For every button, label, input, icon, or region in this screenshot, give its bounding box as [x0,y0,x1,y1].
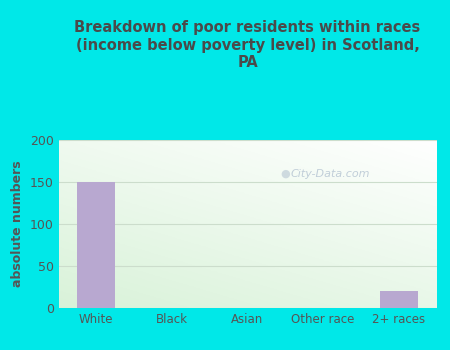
Text: ●: ● [280,169,290,179]
Text: Breakdown of poor residents within races
(income below poverty level) in Scotlan: Breakdown of poor residents within races… [74,20,421,70]
Bar [77,182,115,308]
Text: City-Data.com: City-Data.com [291,169,370,179]
Y-axis label: absolute numbers: absolute numbers [11,161,24,287]
Bar [380,291,418,308]
